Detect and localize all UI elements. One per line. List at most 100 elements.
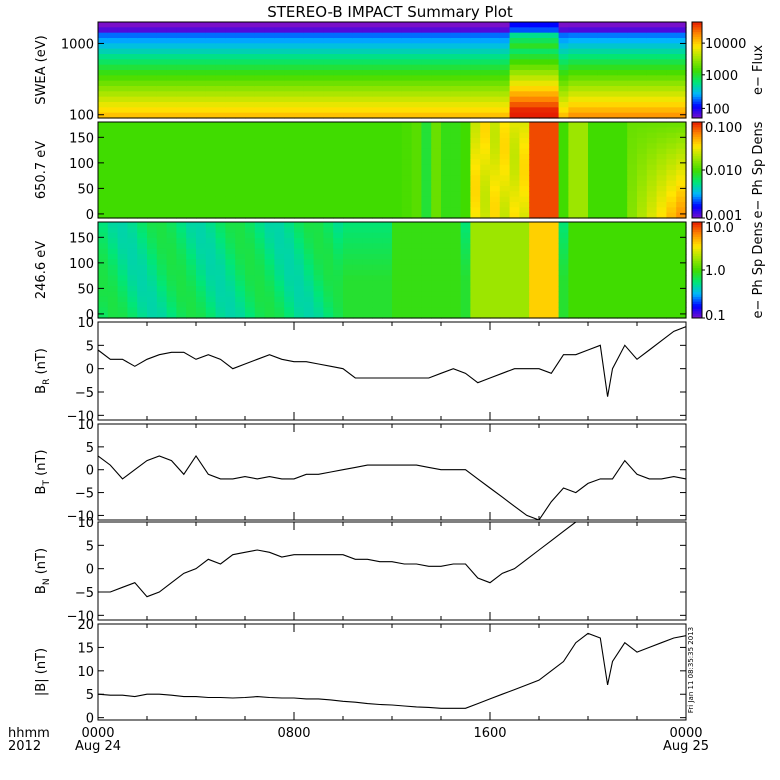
colorbar-swatch	[692, 313, 702, 317]
spectrogram-cell	[519, 312, 530, 319]
spectrogram-cell	[313, 207, 324, 214]
spectrogram-cell	[107, 138, 119, 144]
colorbar-swatch	[692, 53, 702, 57]
spectrogram-cell	[352, 312, 364, 319]
spectrogram-cell	[441, 212, 452, 219]
spectrogram-cell	[313, 186, 324, 192]
spectrogram-cell	[431, 264, 442, 271]
spectrogram-cell	[646, 48, 658, 55]
colorbar-swatch	[692, 22, 702, 25]
colorbar-swatch	[692, 38, 702, 42]
spectrogram-cell	[421, 154, 432, 160]
spectrogram-cell	[156, 222, 168, 228]
spectrogram-cell	[274, 286, 285, 292]
spectrogram-cell	[480, 291, 491, 298]
spectrogram-cell	[490, 164, 501, 171]
spectrogram-cell	[607, 86, 618, 92]
spectrogram-cell	[460, 91, 471, 98]
spectrogram-cell	[392, 132, 403, 139]
spectrogram-cell	[333, 170, 344, 176]
spectrogram-cell	[382, 86, 393, 92]
spectrogram-cell	[656, 86, 667, 92]
spectrogram-cell	[519, 54, 530, 60]
spectrogram-cell	[421, 207, 432, 214]
spectrogram-cell	[107, 70, 119, 76]
spectrogram-cell	[401, 222, 413, 228]
spectrogram-cell	[441, 254, 452, 260]
spectrogram-cell	[303, 243, 315, 250]
spectrogram-cell	[117, 302, 128, 308]
spectrogram-cell	[323, 259, 334, 266]
spectrogram-cell	[343, 43, 354, 50]
spectrogram-cell	[313, 222, 324, 228]
spectrogram-cell	[245, 227, 256, 234]
colorbar-swatch	[692, 201, 702, 205]
spectrogram-cell	[127, 38, 138, 44]
spectrogram-cell	[666, 143, 677, 150]
spectrogram-cell	[490, 43, 501, 50]
spectrogram-cell	[294, 143, 305, 150]
spectrogram-cell	[333, 227, 344, 234]
spectrogram-cell	[117, 275, 128, 282]
spectrogram-cell	[156, 80, 168, 87]
spectrogram-cell	[460, 148, 471, 155]
spectrogram-cell	[254, 291, 266, 298]
spectrogram-cell	[303, 222, 315, 228]
spectrogram-cell	[147, 22, 158, 28]
spectrogram-cell	[548, 180, 560, 187]
spectrogram-cell	[431, 143, 442, 150]
spectrogram-cell	[196, 302, 207, 308]
spectrogram-cell	[98, 48, 109, 55]
spectrogram-cell	[656, 280, 667, 287]
spectrogram-cell	[274, 270, 285, 276]
spectrogram-cell	[303, 48, 315, 55]
spectrogram-cell	[450, 232, 462, 239]
spectrogram-cell	[539, 43, 550, 50]
spectrogram-cell	[539, 196, 550, 203]
spectrogram-cell	[568, 22, 579, 28]
spectrogram-cell	[98, 91, 109, 98]
spectrogram-cell	[588, 59, 599, 66]
spectrogram-cell	[450, 54, 462, 60]
spectrogram-cell	[421, 59, 432, 66]
spectrogram-cell	[470, 96, 481, 103]
spectrogram-cell	[588, 275, 599, 282]
spectrogram-cell	[156, 227, 168, 234]
spectrogram-cell	[499, 159, 511, 166]
spectrogram-cell	[127, 43, 138, 50]
spectrogram-cell	[156, 127, 168, 134]
spectrogram-cell	[568, 96, 579, 103]
spectrogram-cell	[333, 32, 344, 39]
spectrogram-cell	[529, 280, 540, 287]
spectrogram-cell	[343, 148, 354, 155]
spectrogram-cell	[333, 307, 344, 314]
spectrogram-cell	[548, 302, 560, 308]
spectrogram-cell	[254, 196, 266, 203]
spectrogram-cell	[460, 102, 471, 108]
spectrogram-cell	[254, 27, 266, 34]
spectrogram-cell	[333, 91, 344, 98]
colorbar-swatch	[692, 77, 702, 81]
spectrogram-cell	[225, 232, 236, 239]
spectrogram-cell	[98, 202, 109, 208]
spectrogram-cell	[245, 48, 256, 55]
spectrogram-cell	[607, 75, 618, 82]
spectrogram-cell	[303, 64, 315, 71]
spectrogram-cell	[264, 75, 275, 82]
spectrogram-cell	[441, 264, 452, 271]
spectrogram-cell	[98, 243, 109, 250]
spectrogram-cell	[352, 280, 364, 287]
spectrogram-cell	[548, 238, 560, 244]
spectrogram-cell	[558, 286, 569, 292]
spectrogram-cell	[431, 312, 442, 319]
spectrogram-cell	[323, 291, 334, 298]
spectrogram-cell	[147, 254, 158, 260]
spectrogram-cell	[362, 96, 373, 103]
spectrogram-cell	[205, 180, 217, 187]
y-axis-label: 650.7 eV	[34, 141, 49, 199]
spectrogram-cell	[646, 38, 658, 44]
spectrogram-cell	[176, 70, 187, 76]
spectrogram-cell	[284, 312, 295, 319]
spectrogram-cell	[519, 186, 530, 192]
spectrogram-cell	[578, 238, 589, 244]
